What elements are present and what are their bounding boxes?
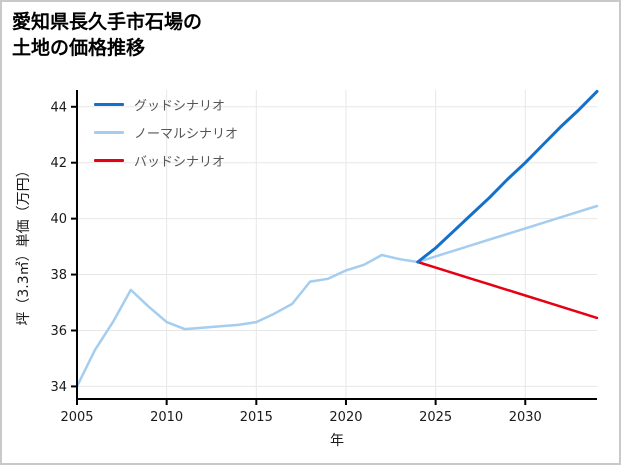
legend-swatch-good-scenario xyxy=(94,102,124,106)
x-tick-label: 2025 xyxy=(419,410,452,425)
y-tick-label: 44 xyxy=(50,100,67,115)
legend-item-bad-scenario: バッドシナリオ xyxy=(94,150,238,170)
legend-item-good-scenario: グッドシナリオ xyxy=(94,94,238,114)
legend-swatch-normal-scenario xyxy=(94,130,124,134)
series-line-normal-scenario xyxy=(75,204,599,388)
x-axis-label: 年 xyxy=(330,433,344,449)
chart-title: 愛知県長久手市石場の 土地の価格推移 xyxy=(12,10,202,61)
chart-legend: グッドシナリオ ノーマルシナリオ バッドシナリオ xyxy=(94,94,238,170)
x-tick-label: 2015 xyxy=(240,410,273,425)
series-line-bad-scenario xyxy=(416,260,599,320)
series-line-good-scenario xyxy=(416,89,599,264)
y-tick-label: 34 xyxy=(50,380,67,395)
chart-title-line1: 愛知県長久手市石場の xyxy=(12,11,203,33)
y-tick-label: 36 xyxy=(50,324,67,339)
x-tick-label: 2030 xyxy=(509,410,542,425)
legend-label-good-scenario: グッドシナリオ xyxy=(134,98,226,114)
chart-title-line2: 土地の価格推移 xyxy=(12,36,146,59)
y-axis-label: 坪（3.3㎡）単価（万円） xyxy=(16,163,32,325)
y-tick-label: 40 xyxy=(50,212,67,227)
x-tick-label: 2005 xyxy=(60,410,93,425)
x-tick-label: 2020 xyxy=(329,410,362,425)
legend-item-normal-scenario: ノーマルシナリオ xyxy=(94,122,238,142)
legend-swatch-bad-scenario xyxy=(94,158,124,162)
x-tick-label: 2010 xyxy=(150,410,183,425)
y-tick-label: 42 xyxy=(50,156,67,171)
legend-label-bad-scenario: バッドシナリオ xyxy=(134,154,226,170)
y-tick-label: 38 xyxy=(50,268,67,283)
legend-label-normal-scenario: ノーマルシナリオ xyxy=(134,126,239,142)
